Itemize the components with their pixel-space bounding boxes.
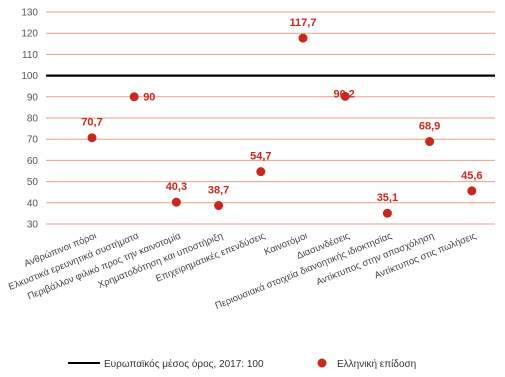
data-point (129, 92, 139, 102)
data-labels: 70,7 90 40,3 38,7 54,7 117,7 90,2 35,1 68,9 45,6 (81, 17, 482, 204)
legend: Ευρωπαϊκός μέσος όρος, 2017: 100 Ελληνικ… (68, 358, 416, 370)
y-tick-label: 120 (21, 29, 38, 40)
legend-marker-label: Ελληνική επίδοση (337, 358, 416, 370)
gridlines (46, 11, 495, 225)
legend-reference-label: Ευρωπαϊκός μέσος όρος, 2017: 100 (104, 358, 264, 370)
data-label: 90,2 (333, 88, 354, 100)
data-label: 117,7 (290, 17, 317, 29)
data-label: 68,9 (419, 121, 440, 133)
y-tick-label: 50 (27, 177, 39, 188)
data-point (382, 208, 392, 218)
y-tick-label: 130 (21, 8, 38, 19)
y-axis-ticks: 30 40 50 60 70 80 90 100 110 120 130 (21, 8, 38, 231)
data-label: 38,7 (208, 185, 229, 197)
data-label: 35,1 (377, 192, 398, 204)
data-label: 54,7 (250, 151, 271, 163)
y-tick-label: 90 (27, 92, 39, 103)
data-label: 40,3 (166, 181, 187, 193)
data-point (425, 137, 435, 147)
data-point (298, 33, 308, 43)
data-points (87, 33, 477, 218)
y-tick-label: 60 (27, 156, 39, 167)
data-point (256, 167, 266, 177)
data-point (340, 91, 350, 101)
y-tick-label: 30 (27, 220, 39, 231)
legend-marker-swatch (317, 358, 327, 368)
y-tick-label: 70 (27, 135, 39, 146)
data-point (467, 186, 477, 196)
data-label: 45,6 (461, 170, 482, 182)
data-label: 90 (143, 91, 155, 103)
data-point (171, 197, 181, 207)
data-label: 70,7 (81, 117, 102, 129)
y-tick-label: 110 (22, 50, 38, 61)
y-tick-label: 100 (21, 71, 38, 82)
y-tick-label: 40 (27, 198, 39, 209)
data-point (87, 133, 97, 143)
data-point (214, 201, 224, 211)
y-tick-label: 80 (27, 114, 39, 125)
